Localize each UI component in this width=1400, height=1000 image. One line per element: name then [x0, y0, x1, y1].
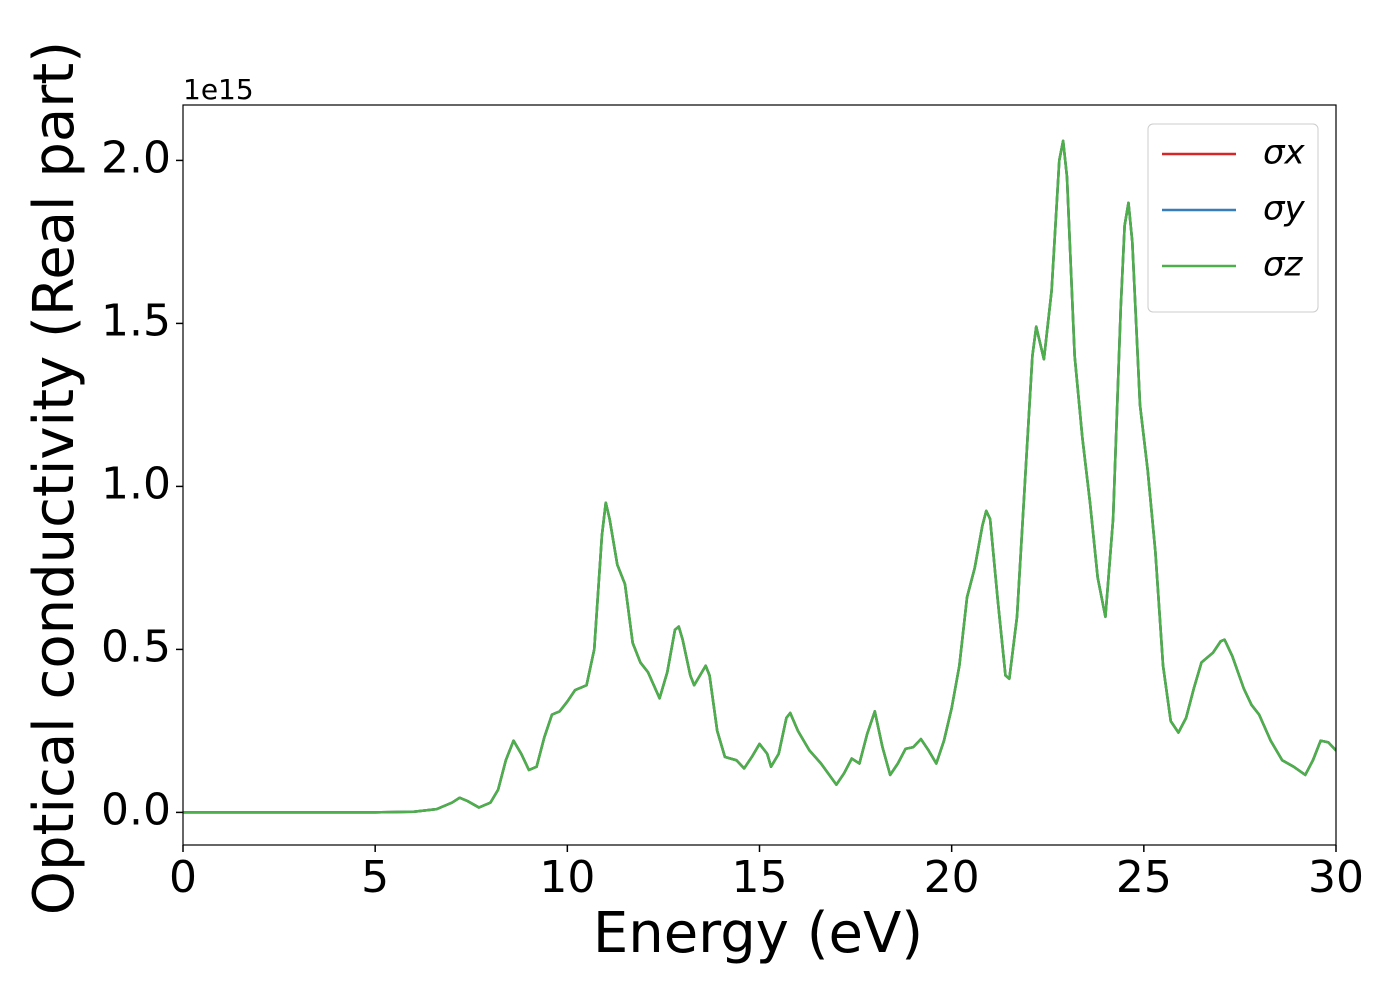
legend-label: σz — [1263, 245, 1304, 285]
y-tick-label: 1.5 — [101, 295, 171, 346]
y-tick-label: 0.5 — [101, 621, 171, 672]
x-tick-label: 0 — [169, 852, 197, 903]
x-tick-label: 20 — [924, 852, 980, 903]
series-line — [183, 139, 1336, 814]
y-tick-label: 2.0 — [101, 132, 171, 183]
x-tick-label: 15 — [732, 852, 788, 903]
y-tick-label: 0.0 — [101, 784, 171, 835]
legend-label: σx — [1263, 133, 1306, 173]
x-tick-label: 10 — [539, 852, 595, 903]
y-tick-label: 1.0 — [101, 458, 171, 509]
y-offset-label: 1e15 — [183, 73, 254, 106]
plot-area — [183, 139, 1336, 814]
y-axis-label: Optical conductivity (Real part) — [22, 41, 87, 915]
x-tick-label: 30 — [1308, 852, 1364, 903]
x-tick-label: 5 — [361, 852, 389, 903]
legend-label: σy — [1263, 189, 1306, 229]
axes-frame — [182, 104, 1337, 846]
x-tick-label: 25 — [1116, 852, 1172, 903]
x-axis-label: Energy (eV) — [593, 901, 923, 966]
